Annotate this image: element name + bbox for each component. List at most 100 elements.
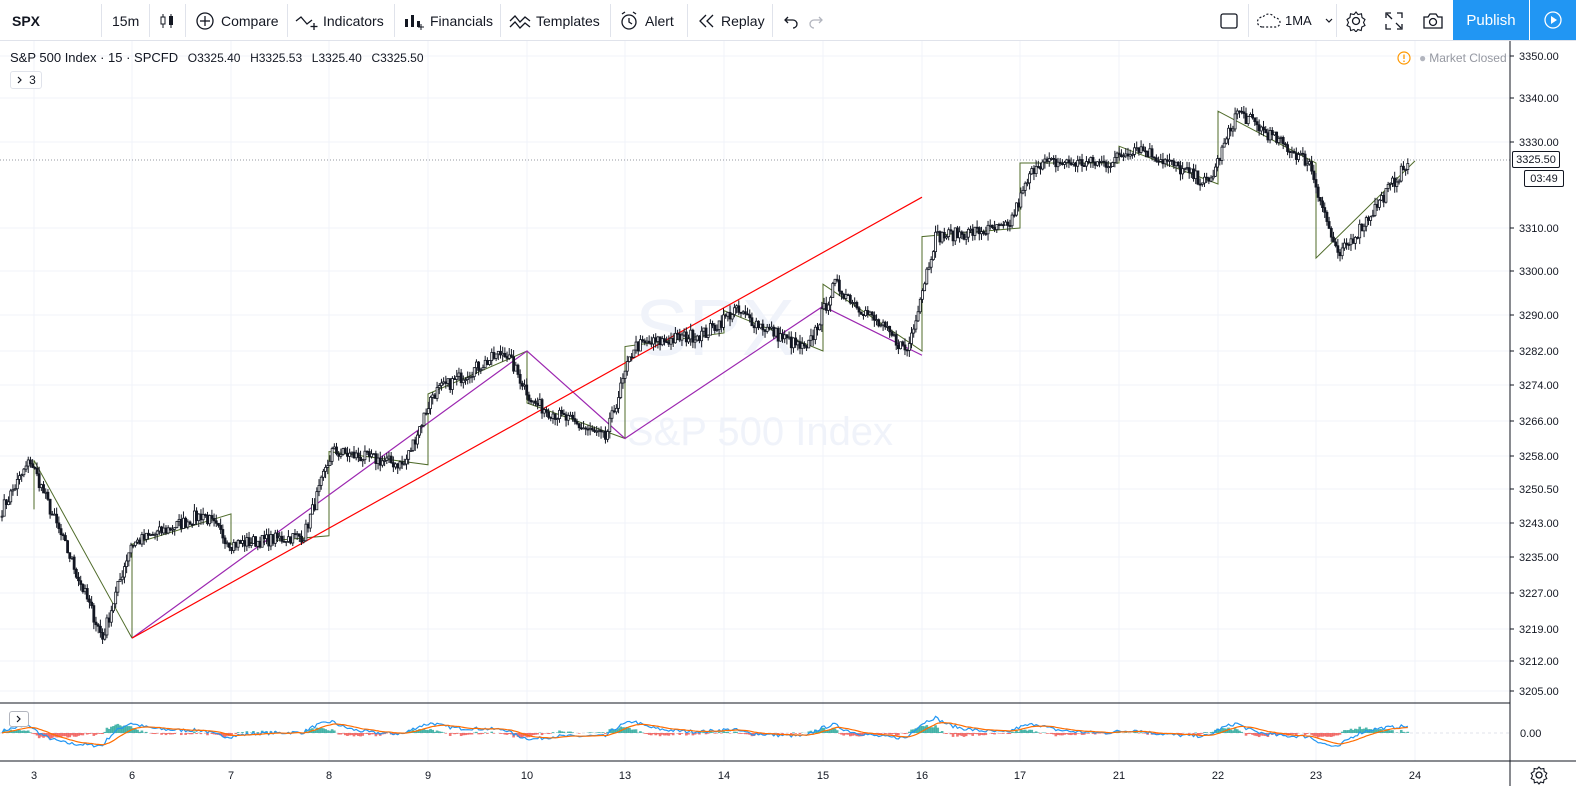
chart-style-button[interactable] xyxy=(158,0,176,41)
histogram-bar xyxy=(888,733,891,735)
candle xyxy=(1179,160,1182,181)
histogram-bar xyxy=(123,725,126,733)
histogram-bar xyxy=(650,733,653,736)
histogram-bar xyxy=(973,733,977,734)
redo-button[interactable] xyxy=(808,0,826,41)
snapshot-button[interactable] xyxy=(1422,0,1444,41)
candle xyxy=(311,498,314,515)
compare-button[interactable]: Compare xyxy=(195,0,279,41)
histogram-bar xyxy=(789,733,793,736)
histogram-bar xyxy=(1072,733,1075,735)
histogram-bar xyxy=(1358,726,1362,733)
interval-button[interactable]: 15m xyxy=(112,0,139,41)
symbol-search-button[interactable]: SPX xyxy=(12,0,40,41)
histogram-bar xyxy=(1251,733,1254,735)
histogram-bar xyxy=(370,733,373,735)
candle xyxy=(289,536,292,545)
histogram-bar xyxy=(1343,730,1346,733)
candle xyxy=(109,605,113,627)
candle xyxy=(1117,147,1121,161)
candle xyxy=(140,531,144,547)
candle xyxy=(79,575,83,591)
candle xyxy=(175,520,179,529)
histogram-bar xyxy=(835,730,839,733)
candle xyxy=(85,584,89,602)
bar-countdown-tag: 03:49 xyxy=(1524,170,1564,187)
candle xyxy=(308,513,312,532)
candle xyxy=(553,413,557,426)
histogram-bar xyxy=(1015,730,1018,733)
candle xyxy=(1010,212,1014,229)
x-tick-label: 17 xyxy=(1014,770,1026,782)
histogram-bar xyxy=(1382,731,1386,733)
fullscreen-button[interactable] xyxy=(1384,0,1404,41)
histogram-bar xyxy=(1056,733,1060,736)
candle xyxy=(1290,146,1294,158)
candle xyxy=(1058,158,1062,166)
candle xyxy=(1242,105,1246,119)
candle xyxy=(144,532,148,543)
candle xyxy=(1150,145,1154,161)
candle xyxy=(599,426,603,439)
candle xyxy=(1343,238,1346,251)
y-tick-label: 3227.00 xyxy=(1519,588,1559,600)
publish-button[interactable]: Publish xyxy=(1453,0,1529,40)
undo-button[interactable] xyxy=(781,0,799,41)
candle xyxy=(540,397,544,419)
histogram-bar xyxy=(151,733,155,734)
x-tick-label: 16 xyxy=(916,770,928,782)
candle xyxy=(359,450,362,462)
histogram-bar xyxy=(37,733,41,739)
axis-settings-gear-icon[interactable] xyxy=(1528,764,1550,786)
candle xyxy=(149,533,153,537)
replay-button[interactable]: Replay xyxy=(697,0,765,41)
indicator-expand-button[interactable] xyxy=(9,711,29,727)
candle xyxy=(472,367,476,381)
histogram-bar xyxy=(516,733,520,737)
histogram-bar xyxy=(407,730,410,733)
x-tick-label: 7 xyxy=(228,770,234,782)
candle xyxy=(461,375,465,389)
candle xyxy=(1194,164,1198,185)
histogram-bar xyxy=(363,733,367,734)
alert-button[interactable]: Alert xyxy=(619,0,674,41)
study-template-button[interactable]: 1MA xyxy=(1256,0,1334,41)
candle xyxy=(525,378,529,400)
histogram-bar xyxy=(92,733,96,736)
candle xyxy=(1338,249,1342,262)
candle xyxy=(1161,152,1165,169)
fullscreen-layout-button[interactable] xyxy=(1219,0,1239,41)
candle xyxy=(267,528,271,551)
price-chart[interactable]: SPX S&P 500 Index 3350.003340.003330.003… xyxy=(0,41,1576,802)
candle xyxy=(177,514,181,527)
histogram-bar xyxy=(691,733,695,736)
candle xyxy=(1207,176,1211,185)
candle xyxy=(352,446,356,459)
candle xyxy=(910,327,913,349)
candle xyxy=(1141,143,1145,152)
histogram-bar xyxy=(883,733,887,735)
candle xyxy=(1130,152,1134,159)
templates-button[interactable]: Templates xyxy=(509,0,600,41)
histogram-bar xyxy=(24,730,28,733)
financials-button[interactable]: Financials xyxy=(403,0,493,41)
watermark-name: S&P 500 Index xyxy=(627,410,893,454)
histogram-bar xyxy=(435,730,439,733)
histogram-bar xyxy=(1288,733,1292,736)
candle xyxy=(112,603,115,613)
candle xyxy=(387,451,391,463)
histogram-bar xyxy=(462,733,465,736)
histogram-bar xyxy=(1218,730,1222,733)
indicators-button[interactable]: Indicators xyxy=(295,0,384,41)
histogram-bar xyxy=(368,733,371,736)
candle xyxy=(1316,184,1320,202)
settings-button[interactable] xyxy=(1345,0,1367,41)
candle xyxy=(684,327,688,347)
histogram-bar xyxy=(932,727,935,733)
histogram-bar xyxy=(131,728,135,733)
candle xyxy=(1397,178,1401,185)
candle xyxy=(1244,107,1248,125)
financials-label: Financials xyxy=(430,12,494,29)
publish-play-button[interactable] xyxy=(1530,0,1576,40)
legend-expand-button[interactable]: 3 xyxy=(10,71,42,89)
